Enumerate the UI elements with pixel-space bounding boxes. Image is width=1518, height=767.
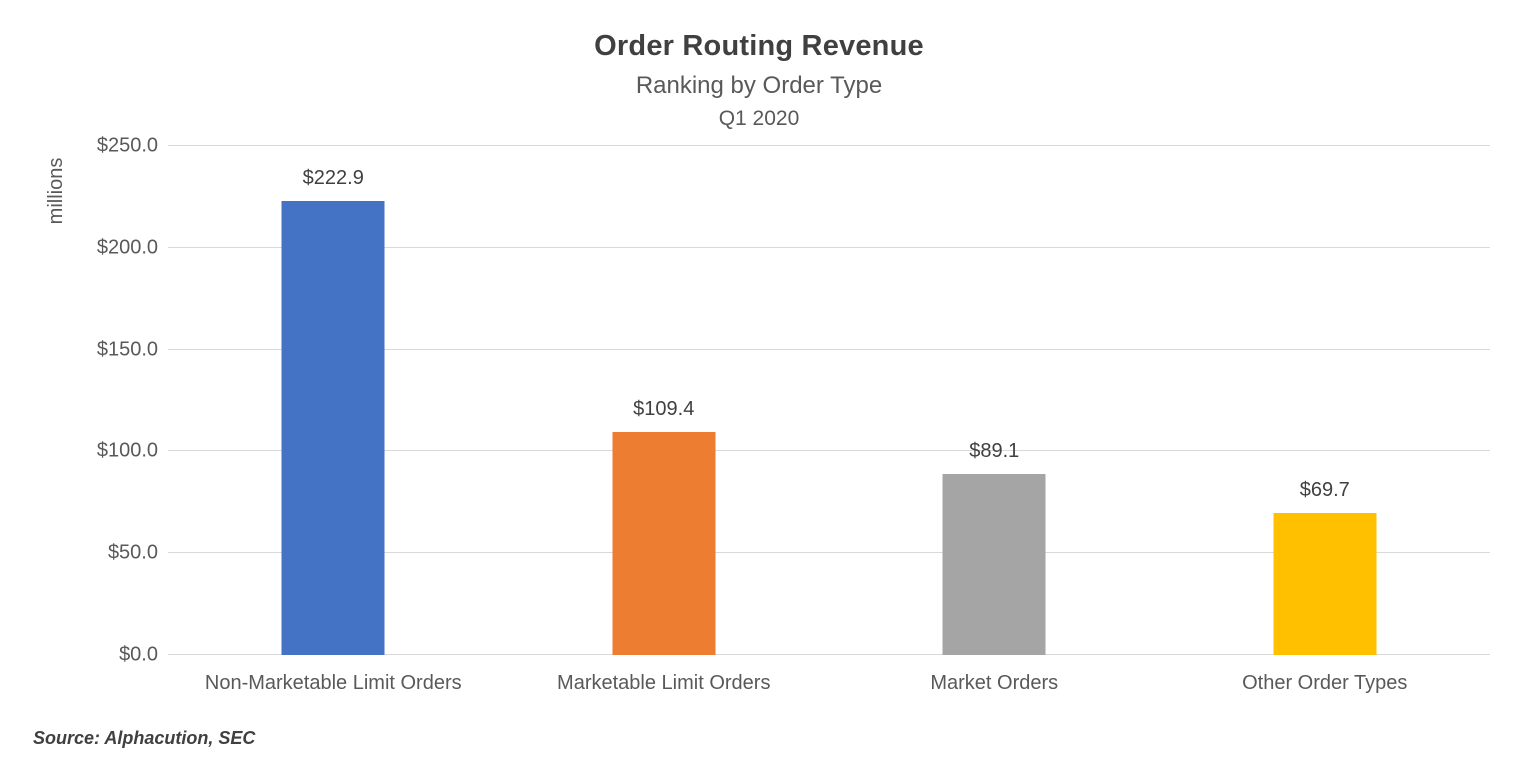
chart-title: Order Routing Revenue	[594, 30, 924, 62]
y-axis: $0.0 $50.0 $100.0 $150.0 $200.0 $250.0	[0, 135, 158, 666]
x-category-label: Market Orders	[930, 672, 1059, 694]
x-category-label: Marketable Limit Orders	[557, 672, 771, 694]
chart-period: Q1 2020	[718, 107, 800, 130]
gridline	[168, 145, 1490, 146]
bar-slot: $109.4	[499, 146, 830, 655]
y-tick-label: $150.0	[96, 338, 158, 361]
bar-slot: $222.9	[168, 146, 499, 655]
gridline	[168, 246, 1490, 248]
x-category-label: Non-Marketable Limit Orders	[204, 672, 462, 694]
y-tick-label: $250.0	[96, 134, 158, 157]
gridline	[168, 552, 1490, 554]
bar-4	[1273, 513, 1377, 655]
x-category-label: Other Order Types	[1242, 672, 1408, 694]
bar-slot: $89.1	[829, 146, 1160, 655]
bar-value-label: $69.7	[1299, 479, 1350, 502]
chart-header: Order Routing Revenue Ranking by Order T…	[0, 30, 1518, 131]
y-tick-label: $0.0	[119, 643, 158, 666]
gridline	[168, 348, 1490, 350]
y-tick-label: $200.0	[96, 236, 158, 259]
bar-slot: $69.7	[1160, 146, 1491, 655]
y-tick-label: $100.0	[96, 439, 158, 462]
source-note: Source: Alphacution, SEC	[33, 728, 256, 748]
plot-area: $222.9 $109.4 $89.1 $69.7	[168, 145, 1491, 655]
bar-3	[942, 473, 1046, 655]
chart-subtitle: Ranking by Order Type	[635, 72, 883, 99]
bar-value-label: $222.9	[302, 167, 364, 190]
bar-2	[612, 432, 716, 655]
gridline	[168, 450, 1490, 452]
x-axis: Non-Marketable Limit Orders Marketable Li…	[168, 672, 1490, 704]
y-tick-label: $50.0	[107, 541, 158, 564]
bar-value-label: $109.4	[633, 398, 695, 421]
gridline	[168, 654, 1490, 655]
bar-1	[281, 201, 385, 655]
bar-value-label: $89.1	[969, 439, 1020, 462]
